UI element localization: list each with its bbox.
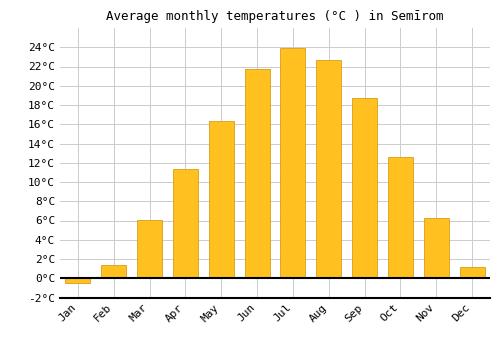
Bar <box>101 265 126 278</box>
Bar <box>280 48 305 278</box>
Bar <box>424 218 449 278</box>
Bar <box>352 98 377 278</box>
Bar <box>388 157 413 278</box>
Bar <box>173 169 198 278</box>
Bar <box>208 121 234 278</box>
Bar <box>66 278 90 283</box>
Title: Average monthly temperatures (°C ) in Semīrom: Average monthly temperatures (°C ) in Se… <box>106 10 444 23</box>
Bar <box>460 267 484 278</box>
Bar <box>316 60 342 278</box>
Bar <box>244 69 270 278</box>
Bar <box>137 219 162 278</box>
